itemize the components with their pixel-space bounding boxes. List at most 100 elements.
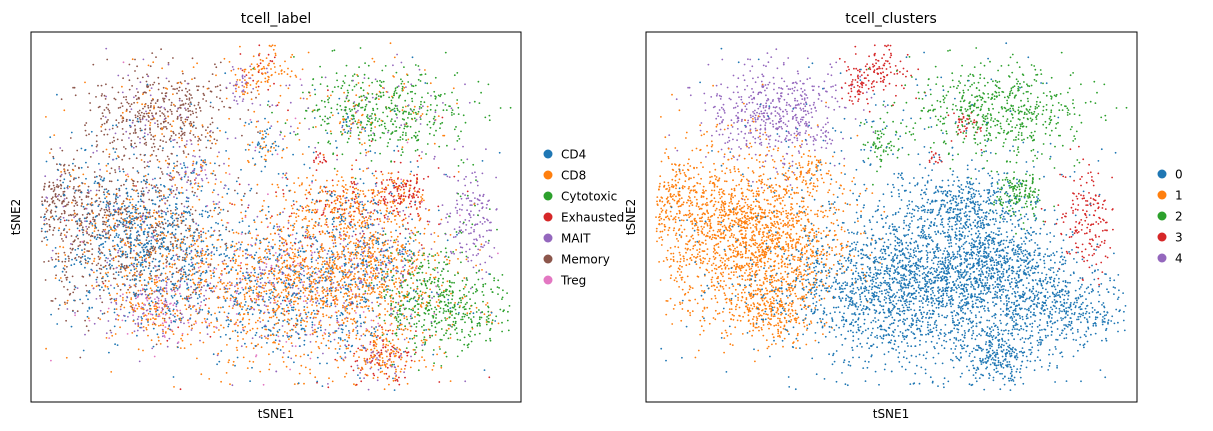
scatter-point: [364, 224, 367, 227]
scatter-point: [148, 293, 151, 295]
scatter-point: [199, 110, 202, 112]
scatter-point: [176, 258, 179, 260]
scatter-point: [104, 279, 107, 282]
scatter-point: [262, 66, 265, 68]
scatter-point: [121, 127, 124, 130]
scatter-point: [328, 324, 331, 326]
scatter-point: [119, 194, 121, 197]
scatter-point: [99, 168, 101, 171]
scatter-point: [402, 218, 405, 221]
scatter-point: [121, 91, 124, 94]
scatter-point: [169, 178, 171, 181]
scatter-point: [73, 195, 75, 198]
scatter-point: [57, 260, 60, 262]
scatter-point: [197, 89, 199, 91]
scatter-point: [108, 112, 111, 114]
scatter-point: [178, 255, 181, 258]
scatter-point: [125, 210, 128, 213]
scatter-point: [93, 230, 96, 233]
scatter-point: [399, 136, 402, 139]
scatter-point: [145, 112, 148, 115]
scatter-point: [393, 215, 396, 218]
scatter-point: [322, 266, 324, 268]
scatter-point: [197, 135, 200, 138]
scatter-point: [138, 305, 141, 308]
scatter-point: [179, 81, 182, 84]
scatter-point: [434, 76, 437, 79]
scatter-point: [345, 97, 348, 100]
scatter-point: [172, 304, 175, 307]
scatter-point: [155, 240, 158, 243]
scatter-point: [485, 271, 488, 273]
scatter-point: [448, 105, 450, 107]
scatter-point: [124, 218, 126, 220]
scatter-point: [195, 127, 197, 129]
scatter-point: [287, 234, 290, 237]
scatter-point: [241, 231, 244, 234]
scatter-point: [130, 222, 133, 225]
scatter-point: [160, 183, 162, 186]
scatter-point: [326, 123, 329, 125]
scatter-point: [244, 121, 247, 124]
scatter-point: [247, 109, 250, 111]
scatter-point: [414, 131, 417, 134]
scatter-point: [117, 213, 120, 216]
scatter-point: [315, 150, 318, 153]
scatter-point: [145, 245, 148, 248]
scatter-point: [174, 312, 177, 315]
scatter-point: [48, 218, 50, 221]
scatter-point: [265, 132, 268, 135]
scatter-point: [209, 123, 212, 126]
scatter-point: [125, 219, 127, 222]
scatter-point: [140, 181, 143, 183]
scatter-point: [417, 190, 419, 193]
scatter-point: [71, 243, 74, 246]
scatter-point: [209, 130, 212, 132]
scatter-point: [313, 159, 315, 162]
scatter-point: [175, 206, 177, 209]
scatter-point: [184, 260, 187, 263]
scatter-point: [99, 309, 102, 312]
scatter-point: [156, 120, 159, 122]
scatter-point: [66, 185, 69, 187]
scatter-point: [200, 292, 202, 295]
scatter-point: [164, 222, 167, 225]
scatter-point: [134, 114, 137, 117]
scatter-point: [476, 180, 479, 183]
scatter-point: [426, 82, 429, 85]
scatter-point: [180, 176, 183, 179]
scatter-point: [257, 131, 259, 134]
scatter-point: [440, 93, 442, 96]
scatter-point: [273, 283, 276, 286]
scatter-point: [410, 83, 413, 86]
scatter-point: [148, 240, 151, 243]
scatter-point: [359, 213, 362, 216]
scatter-point: [71, 275, 74, 278]
scatter-point: [95, 189, 98, 192]
scatter-point: [178, 145, 181, 148]
scatter-point: [79, 298, 81, 301]
scatter-point: [166, 207, 169, 210]
scatter-point: [128, 157, 131, 160]
scatter-point: [355, 201, 357, 204]
scatter-point: [91, 253, 93, 256]
scatter-point: [257, 273, 260, 276]
scatter-point: [256, 63, 259, 66]
scatter-point: [395, 92, 398, 95]
scatter-point: [142, 193, 145, 196]
scatter-point: [331, 90, 334, 93]
scatter-point: [158, 279, 161, 282]
scatter-point: [59, 218, 62, 221]
scatter-point: [87, 329, 90, 332]
scatter-point: [400, 328, 403, 331]
scatter-point: [174, 233, 177, 235]
scatter-point: [356, 192, 359, 195]
scatter-point: [228, 61, 231, 63]
scatter-point: [379, 79, 381, 82]
scatter-point: [191, 327, 194, 330]
scatter-point: [156, 242, 159, 245]
scatter-point: [306, 226, 309, 229]
scatter-point: [121, 111, 124, 114]
scatter-point: [323, 120, 326, 123]
scatter-point: [181, 121, 184, 123]
